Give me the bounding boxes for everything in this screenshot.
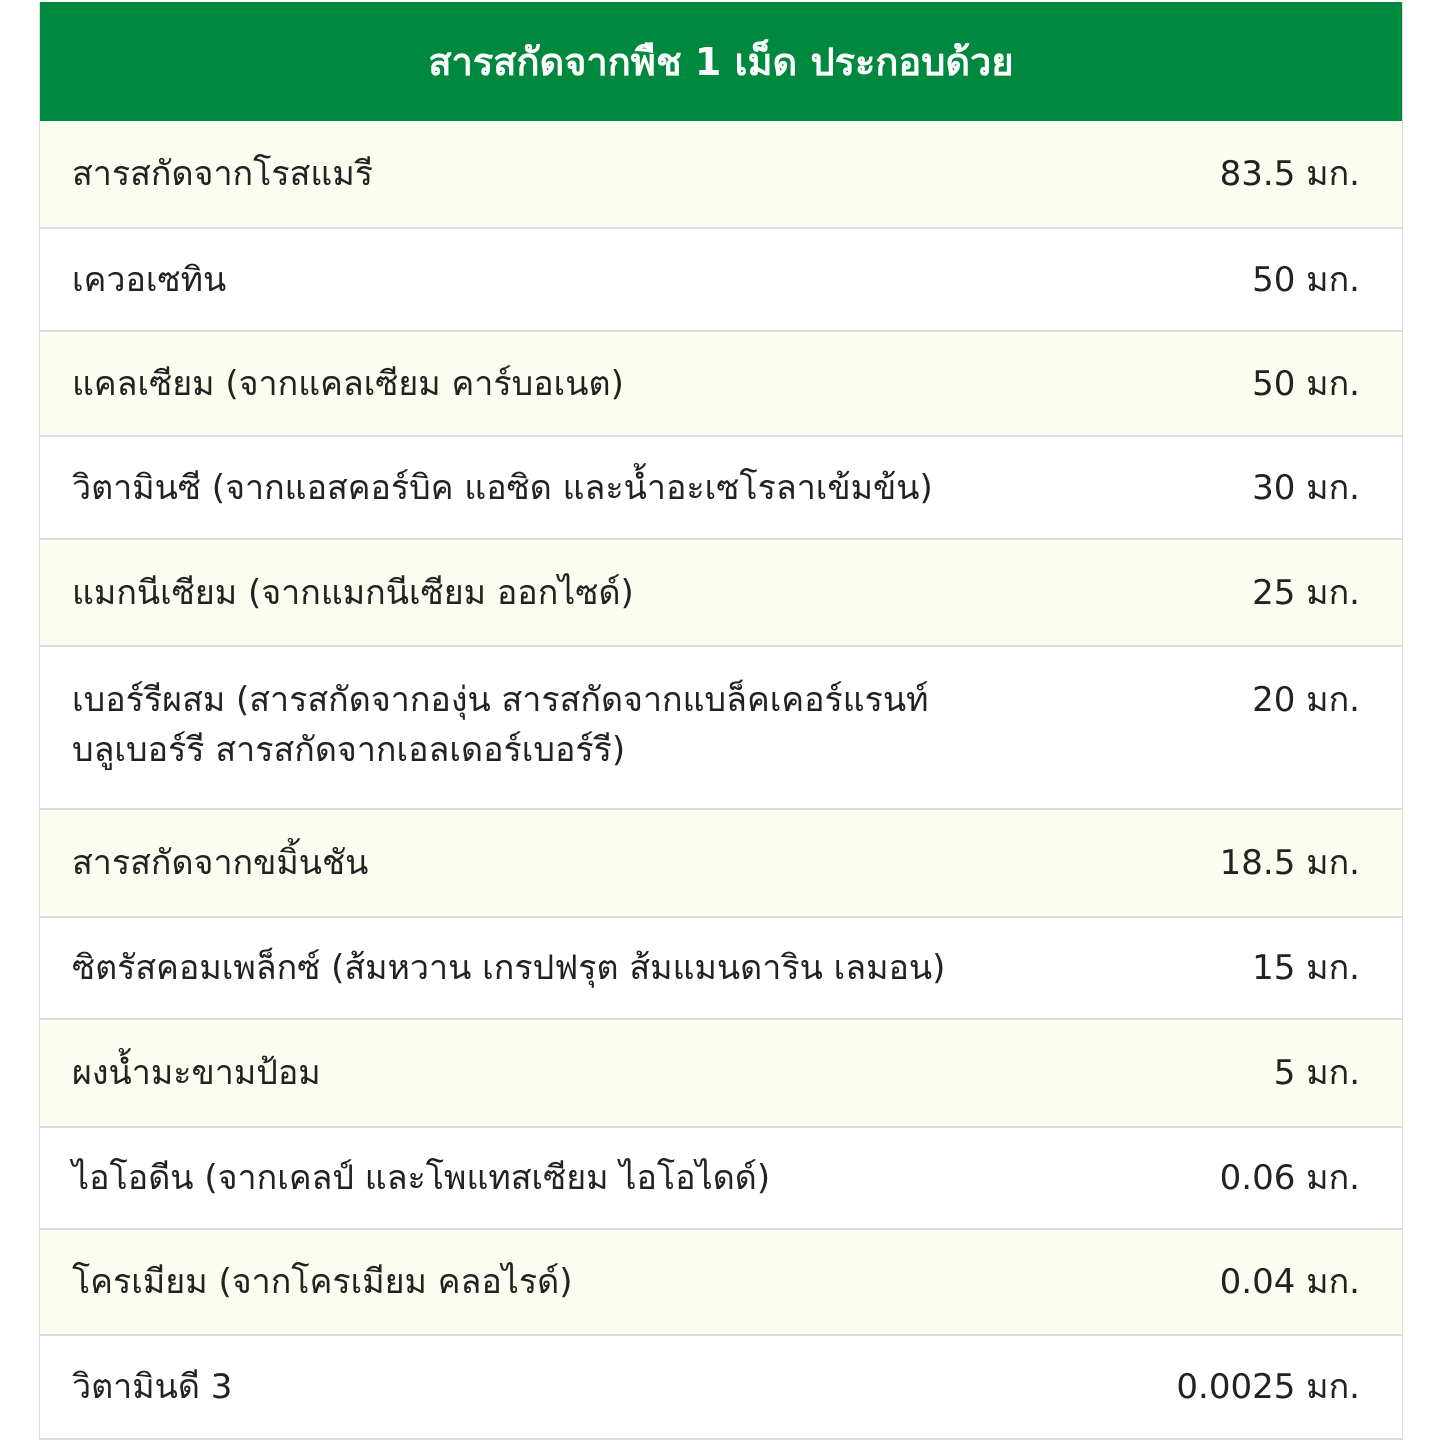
ingredient-name: โครเมียม (จากโครเมียม คลอไรด์) — [72, 1262, 573, 1302]
ingredient-amount: 0.04 มก. — [1219, 1262, 1360, 1302]
ingredient-amount: 15 มก. — [1252, 948, 1360, 988]
ingredients-table: สารสกัดจากพืช 1 เม็ด ประกอบด้วย สารสกัดจ… — [39, 2, 1403, 1440]
ingredient-amount: 50 มก. — [1252, 363, 1360, 404]
table-row: โครเมียม (จากโครเมียม คลอไรด์) 0.04 มก. — [40, 1230, 1402, 1336]
ingredient-amount: 25 มก. — [1252, 572, 1360, 613]
table-row: ผงน้ำมะขามป้อม 5 มก. — [40, 1020, 1402, 1128]
ingredient-amount: 30 มก. — [1252, 467, 1360, 508]
table-row: แคลเซียม (จากแคลเซียม คาร์บอเนต) 50 มก. — [40, 332, 1402, 437]
ingredient-amount: 5 มก. — [1273, 1053, 1360, 1093]
table-row: วิตามินดี 3 0.0025 มก. — [40, 1336, 1402, 1440]
ingredient-name: เควอเซทิน — [72, 259, 227, 300]
table-row: สารสกัดจากโรสแมรี 83.5 มก. — [40, 121, 1402, 229]
ingredient-amount: 50 มก. — [1252, 259, 1360, 300]
ingredient-amount: 83.5 มก. — [1219, 154, 1360, 194]
table-row: แมกนีเซียม (จากแมกนีเซียม ออกไซด์) 25 มก. — [40, 540, 1402, 647]
ingredient-name: ผงน้ำมะขามป้อม — [72, 1053, 321, 1093]
ingredient-amount: 0.06 มก. — [1219, 1158, 1360, 1198]
table-row: สารสกัดจากขมิ้นชัน 18.5 มก. — [40, 810, 1402, 918]
ingredient-name: วิตามินดี 3 — [72, 1367, 233, 1407]
ingredient-amount: 18.5 มก. — [1219, 843, 1360, 883]
ingredient-name: แคลเซียม (จากแคลเซียม คาร์บอเนต) — [72, 363, 624, 404]
ingredient-name: สารสกัดจากขมิ้นชัน — [72, 843, 369, 883]
ingredient-name: สารสกัดจากโรสแมรี — [72, 154, 373, 194]
table-row: ไอโอดีน (จากเคลป์ และโพแทสเซียม ไอโอไดด์… — [40, 1128, 1402, 1230]
table-row: เบอร์รีผสม (สารสกัดจากองุ่น สารสกัดจากแบ… — [40, 647, 1402, 810]
table-header: สารสกัดจากพืช 1 เม็ด ประกอบด้วย — [40, 2, 1402, 121]
ingredient-name: วิตามินซี (จากแอสคอร์บิค แอซิด และน้ำอะเ… — [72, 467, 933, 508]
ingredient-name: ซิตรัสคอมเพล็กซ์ (ส้มหวาน เกรปฟรุต ส้มแม… — [72, 948, 946, 988]
ingredient-name: แมกนีเซียม (จากแมกนีเซียม ออกไซด์) — [72, 572, 634, 613]
ingredient-name: เบอร์รีผสม (สารสกัดจากองุ่น สารสกัดจากแบ… — [72, 680, 929, 770]
table-row: เควอเซทิน 50 มก. — [40, 229, 1402, 332]
ingredient-amount: 0.0025 มก. — [1176, 1367, 1360, 1407]
table-title: สารสกัดจากพืช 1 เม็ด ประกอบด้วย — [428, 40, 1014, 84]
ingredient-amount: 20 มก. — [1252, 680, 1360, 720]
table-row: ซิตรัสคอมเพล็กซ์ (ส้มหวาน เกรปฟรุต ส้มแม… — [40, 918, 1402, 1020]
ingredient-name: ไอโอดีน (จากเคลป์ และโพแทสเซียม ไอโอไดด์… — [72, 1158, 771, 1198]
table-row: วิตามินซี (จากแอสคอร์บิค แอซิด และน้ำอะเ… — [40, 437, 1402, 540]
